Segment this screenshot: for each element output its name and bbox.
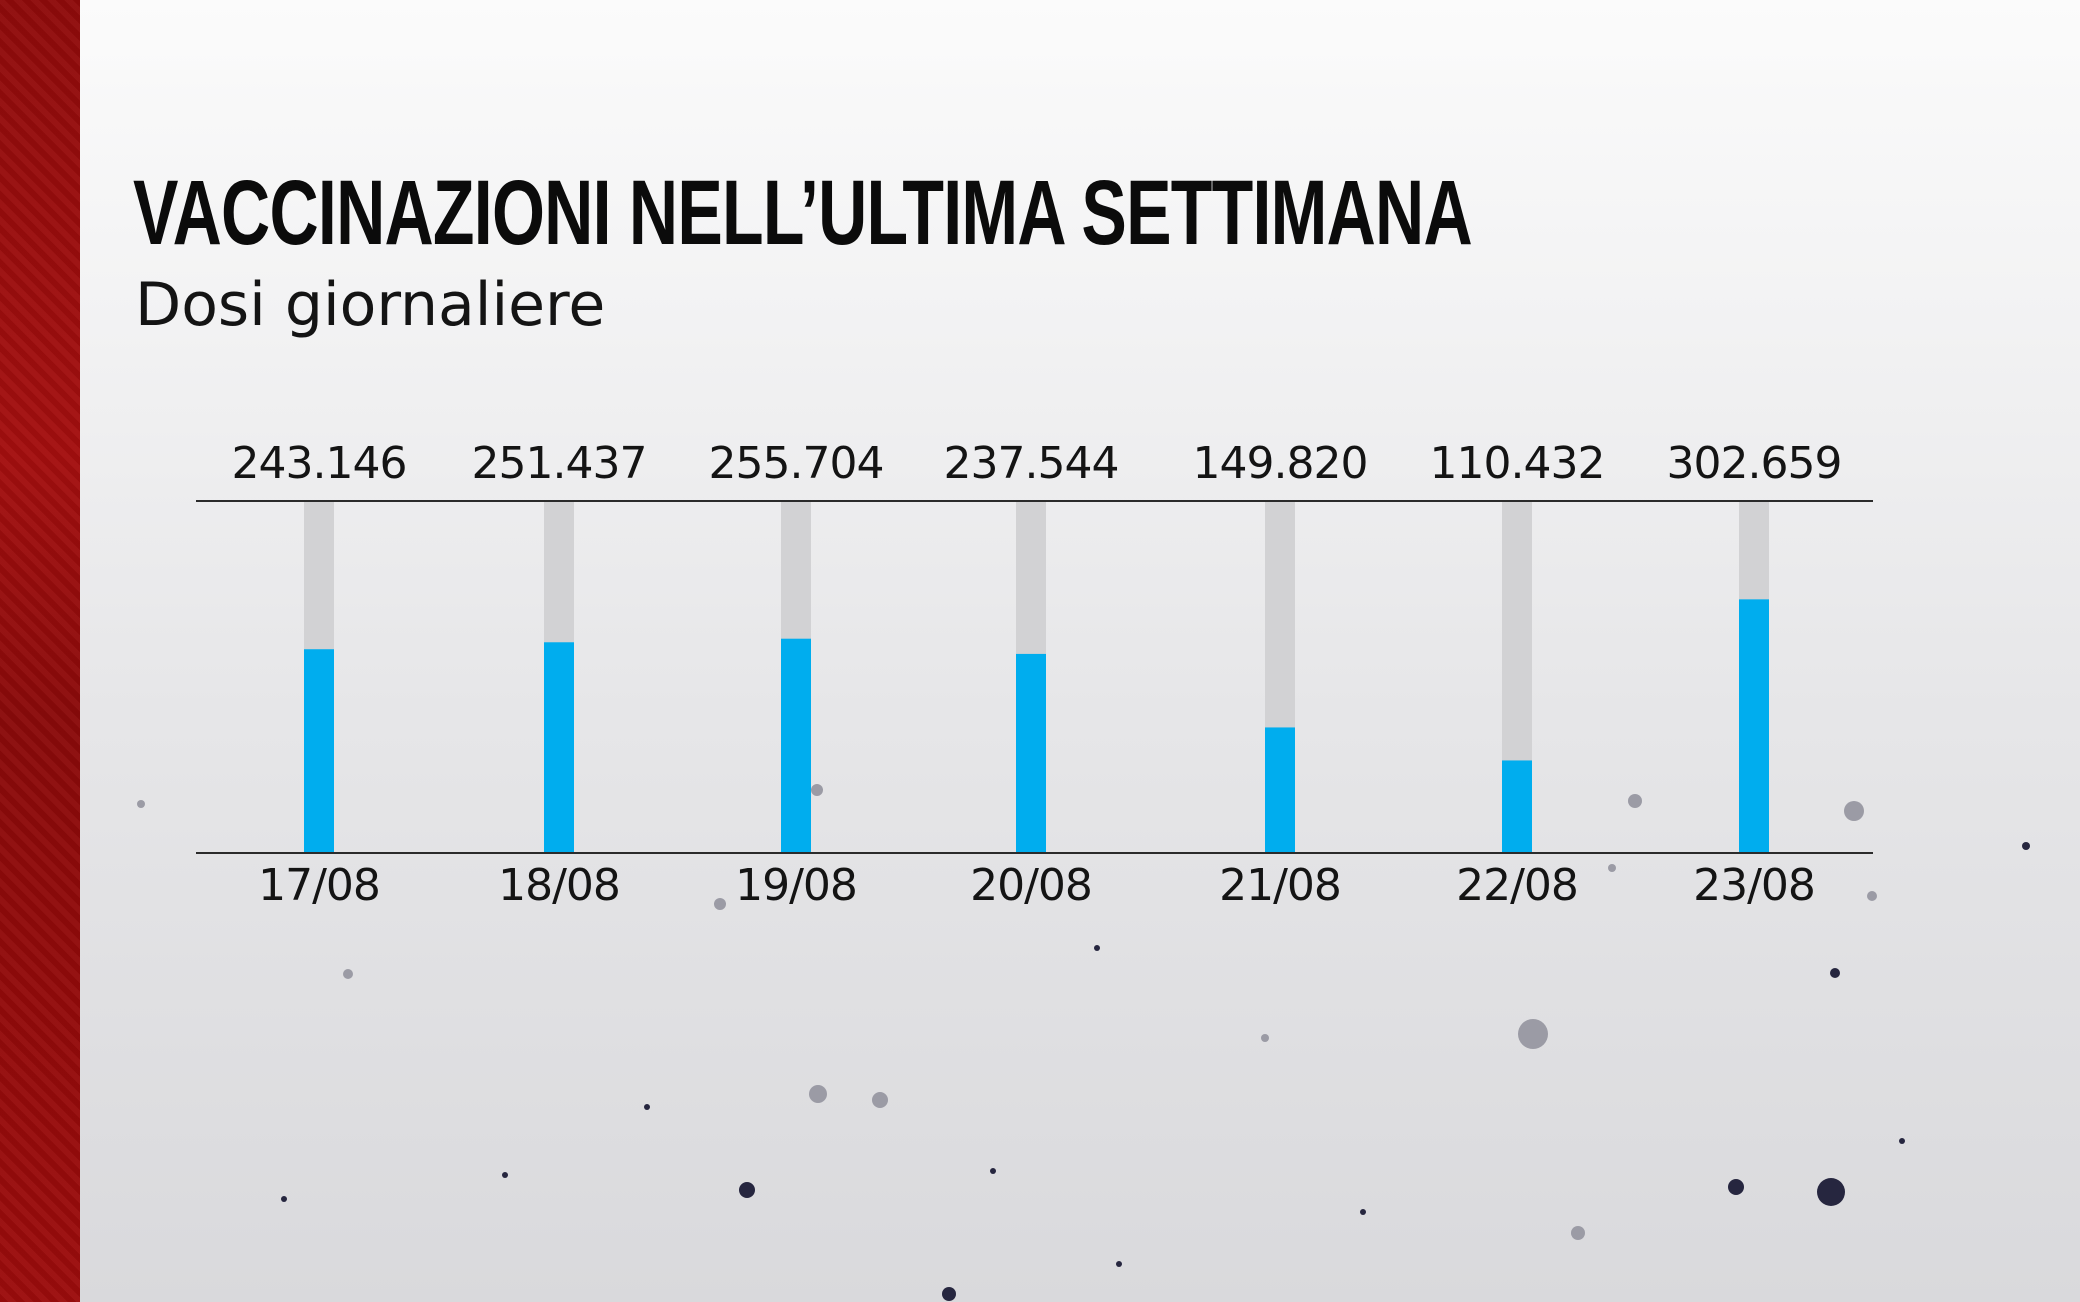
bar (1739, 599, 1769, 853)
background-dot (1899, 1138, 1905, 1144)
background-dot (644, 1104, 650, 1110)
category-label: 21/08 (1219, 860, 1341, 911)
value-label: 251.437 (472, 438, 647, 489)
background-dot (1867, 891, 1877, 901)
bar (1502, 760, 1532, 853)
background-dot (1817, 1178, 1845, 1206)
background-dot (811, 784, 823, 796)
background-dot (1830, 968, 1840, 978)
background-dot (739, 1182, 755, 1198)
background-dot (714, 898, 726, 910)
value-label: 302.659 (1667, 438, 1842, 489)
background-dot (1628, 794, 1642, 808)
category-label: 19/08 (735, 860, 857, 911)
background-dot (1728, 1179, 1744, 1195)
background-dot (502, 1172, 508, 1178)
bar (1016, 653, 1046, 853)
background-dot (1844, 801, 1864, 821)
background-dot (343, 969, 353, 979)
background-dot (872, 1092, 888, 1108)
bar (781, 638, 811, 853)
bar (304, 649, 334, 853)
background-dot (1261, 1034, 1269, 1042)
background-dot (1094, 945, 1100, 951)
background-dot (2022, 842, 2030, 850)
value-label: 149.820 (1193, 438, 1368, 489)
background-dot (1608, 864, 1616, 872)
value-label: 237.544 (944, 438, 1119, 489)
category-label: 18/08 (498, 860, 620, 911)
background-dot (1571, 1226, 1585, 1240)
value-label: 243.146 (232, 438, 407, 489)
category-label: 22/08 (1456, 860, 1578, 911)
background-dot (137, 800, 145, 808)
side-stripe (0, 0, 80, 1302)
value-label: 255.704 (709, 438, 884, 489)
bar (1265, 727, 1295, 853)
chart-subtitle: Dosi giornaliere (135, 270, 606, 340)
background-dot (990, 1168, 996, 1174)
background-dots (137, 784, 2030, 1301)
category-label: 23/08 (1693, 860, 1815, 911)
background-dot (1116, 1261, 1122, 1267)
bar (544, 642, 574, 853)
background-dot (281, 1196, 287, 1202)
background-dot (809, 1085, 827, 1103)
category-label: 17/08 (258, 860, 380, 911)
category-label: 20/08 (970, 860, 1092, 911)
background-dot (942, 1287, 956, 1301)
chart-title: VACCINAZIONI NELL’ULTIMA SETTIMANA (133, 162, 1473, 264)
value-label: 110.432 (1430, 438, 1605, 489)
background-dot (1360, 1209, 1366, 1215)
plot-area: 243.146 17/08 251.437 18/08 255.704 19/08 237.… (196, 438, 1873, 911)
background-dot (1518, 1019, 1548, 1049)
